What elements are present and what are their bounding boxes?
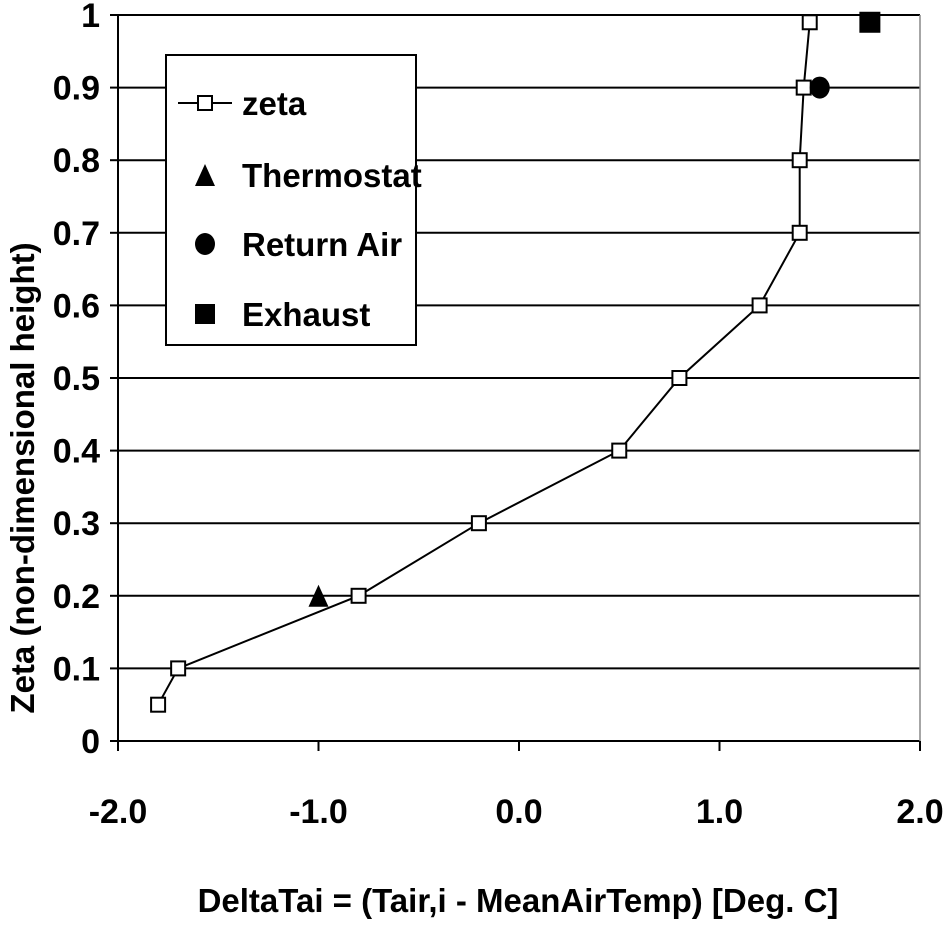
y-tick-label: 0.3 — [53, 505, 100, 543]
series-thermostat-point — [308, 584, 329, 607]
legend: zeta Thermostat Return Air Exhaust — [165, 54, 422, 346]
legend-return-air-label: Return Air — [242, 226, 402, 263]
axis-layer: 0 0.1 0.2 0.3 0.4 0.5 0.6 0.7 0.8 0.9 1 -2.0 -1.0 0.0… — [53, 0, 943, 831]
legend-zeta-marker — [197, 95, 213, 111]
series-zeta-point — [170, 660, 187, 677]
series-zeta-point — [751, 297, 768, 314]
series-return-air-point — [809, 76, 830, 99]
y-axis-title: Zeta (non-dimensional height) — [4, 242, 41, 713]
series-zeta-point — [150, 696, 167, 713]
legend-exhaust-label: Exhaust — [242, 296, 370, 333]
y-tick-label: 0.5 — [53, 360, 100, 398]
x-tick-label: -2.0 — [89, 793, 148, 831]
y-tick-label: 0.7 — [53, 215, 100, 253]
series-zeta-point — [671, 370, 688, 386]
y-tick-label: 0.4 — [53, 433, 100, 471]
y-tick-label: 0 — [81, 723, 100, 761]
legend-return-air-marker — [195, 233, 215, 255]
series-zeta-point — [350, 587, 367, 604]
series-zeta-point — [801, 14, 818, 31]
series-exhaust-point — [859, 11, 881, 33]
x-tick-label: 1.0 — [696, 793, 743, 831]
legend-exhaust-marker — [195, 304, 215, 324]
x-tick-label: -1.0 — [289, 793, 348, 831]
x-axis-title: DeltaTai = (Tair,i - MeanAirTemp) [Deg. … — [198, 882, 839, 919]
y-tick-label: 0.2 — [53, 578, 100, 616]
legend-thermostat-marker — [195, 164, 215, 186]
series-zeta-point — [470, 515, 487, 532]
y-tick-label: 1 — [81, 0, 100, 35]
y-tick-label: 0.9 — [53, 70, 100, 108]
series-zeta-point — [611, 442, 628, 459]
x-tick-label: 2.0 — [896, 793, 943, 831]
y-tick-label: 0.8 — [53, 142, 100, 180]
series-zeta-point — [791, 152, 808, 169]
legend-zeta-label: zeta — [242, 85, 307, 122]
x-tick-label: 0.0 — [495, 793, 542, 831]
series-zeta-point — [791, 224, 808, 241]
series-layer — [150, 11, 881, 713]
series-zeta-point — [795, 79, 812, 96]
y-tick-label: 0.1 — [53, 650, 100, 688]
y-tick-label: 0.6 — [53, 287, 100, 325]
legend-thermostat-label: Thermostat — [242, 157, 422, 194]
